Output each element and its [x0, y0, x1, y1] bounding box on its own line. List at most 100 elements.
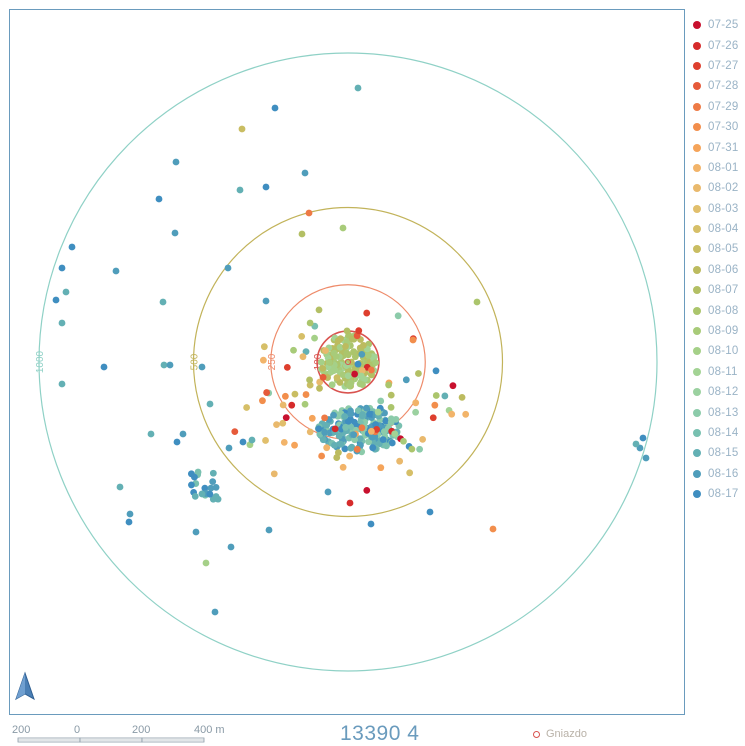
legend-item: 08-08 [693, 300, 745, 320]
date-legend: 07-25 07-26 07-27 07-28 07-29 07-30 07-31 08-01… [693, 15, 745, 504]
legend-label: 08-05 [708, 243, 739, 256]
location-point [271, 104, 279, 112]
location-point [198, 490, 206, 498]
location-point [358, 367, 366, 374]
location-point [406, 469, 414, 477]
location-point [116, 483, 124, 491]
legend-label: 08-14 [708, 427, 739, 439]
location-point [319, 365, 327, 372]
legend-item: 08-17 [693, 484, 745, 504]
location-point [369, 444, 377, 452]
location-point [212, 493, 220, 500]
location-point [206, 490, 214, 498]
map-frame: 1002505001000 [9, 9, 685, 715]
location-point [336, 343, 344, 351]
legend-label: 08-06 [708, 263, 739, 276]
location-point [366, 410, 373, 418]
location-point [202, 559, 210, 567]
location-point [52, 296, 60, 304]
legend-dot-icon [693, 327, 701, 336]
location-point [473, 298, 481, 306]
location-point [462, 410, 470, 418]
location-point [347, 410, 354, 418]
location-point [207, 484, 215, 492]
legend-dot-icon [693, 21, 701, 30]
location-point [236, 186, 244, 194]
legend-label: 07-25 [708, 19, 739, 32]
location-point [357, 372, 365, 380]
location-point [238, 125, 246, 133]
location-point [323, 444, 331, 452]
location-point [351, 353, 359, 361]
location-point [301, 400, 309, 408]
location-point [212, 483, 220, 491]
location-point [301, 169, 309, 177]
location-point [262, 437, 269, 444]
location-point [415, 370, 422, 377]
legend-label: 08-12 [708, 386, 739, 399]
location-point [194, 468, 202, 476]
location-point [288, 401, 296, 409]
location-point [318, 452, 326, 460]
location-point [319, 436, 327, 444]
legend-dot-icon [693, 449, 701, 458]
legend-dot-icon [693, 306, 701, 315]
legend-dot-icon [693, 408, 701, 417]
location-point [166, 361, 174, 369]
location-point [347, 379, 355, 387]
location-point [279, 419, 287, 427]
location-point [356, 435, 364, 443]
location-point [281, 392, 289, 400]
legend-label: 08-10 [708, 345, 739, 358]
location-point [391, 430, 399, 438]
legend-label: 08-07 [708, 284, 739, 297]
legend-label: 08-13 [708, 406, 739, 419]
map-title: 13390 4 [340, 722, 420, 745]
legend-dot-icon [693, 163, 701, 172]
location-point [342, 342, 349, 350]
location-point [325, 358, 333, 366]
map-canvas[interactable]: 1002505001000 [10, 10, 686, 716]
legend-item: 08-13 [693, 402, 745, 422]
location-point [348, 443, 356, 451]
legend-item: 08-12 [693, 382, 745, 402]
location-point [305, 209, 313, 217]
legend-label: 08-03 [708, 202, 739, 215]
location-point [429, 414, 437, 422]
location-point [317, 358, 325, 366]
location-point [239, 438, 247, 446]
location-point [339, 463, 347, 471]
legend-label: 08-11 [708, 365, 738, 378]
legend-dot-icon [693, 429, 701, 437]
location-point [273, 421, 280, 428]
location-point [432, 392, 440, 399]
location-point [387, 391, 395, 399]
location-point [377, 464, 385, 472]
location-point [333, 454, 341, 461]
location-point [632, 440, 640, 448]
location-point [346, 499, 354, 507]
location-point [209, 478, 217, 486]
location-point [331, 425, 339, 433]
legend-item: 08-04 [693, 219, 745, 239]
location-points [52, 84, 650, 616]
location-point [365, 438, 373, 446]
location-point [387, 418, 395, 426]
legend-dot-icon [693, 102, 701, 111]
location-point [346, 452, 354, 460]
legend-item: 08-15 [693, 443, 745, 463]
location-point [324, 488, 332, 496]
location-point [298, 333, 306, 340]
location-point [356, 380, 364, 388]
location-point [315, 425, 323, 433]
legend-item: 07-28 [693, 76, 745, 96]
location-point [291, 390, 299, 398]
ring-label-1000: 1000 [35, 350, 46, 373]
location-point [367, 366, 375, 374]
location-point [449, 382, 457, 390]
legend-label: 07-27 [708, 59, 739, 72]
location-point [58, 380, 66, 388]
legend-dot-icon [693, 286, 701, 295]
location-point [354, 407, 362, 415]
location-point [367, 520, 375, 528]
